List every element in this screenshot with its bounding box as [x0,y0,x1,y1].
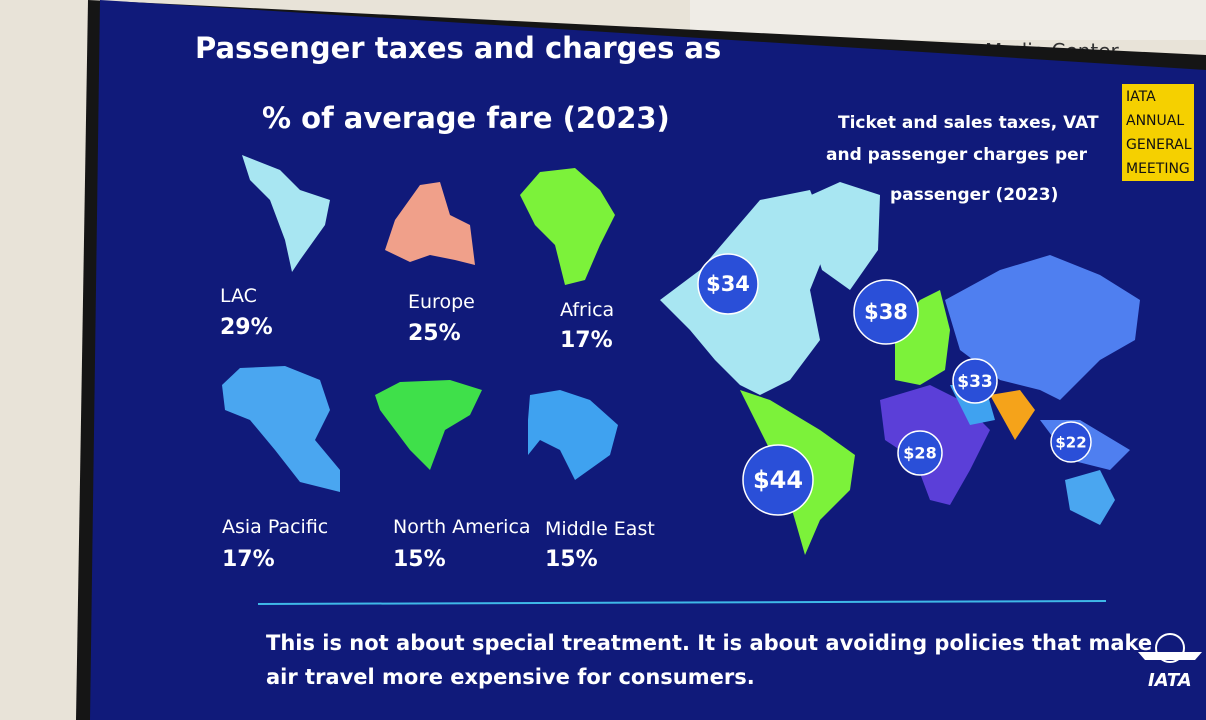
region-labels: LAC 29% Europe 25% Africa 17% Asia Pacif… [220,285,655,572]
slide [90,0,1206,720]
bubble-label: $28 [903,444,936,463]
badge-line: IATA [1126,89,1156,105]
bubble-label: $33 [957,372,993,392]
region-name: North America [393,516,531,538]
divider [257,600,1107,605]
bubbles: $34 $38 $33 $44 $28 $22 [697,253,1092,516]
footer-line: air travel more expensive for consumers. [266,665,755,689]
africa-shape [520,168,615,285]
logo-text: IATA [1148,670,1192,691]
region-share: 15% [393,547,446,572]
bubble [897,430,943,476]
region-share: 17% [222,547,275,572]
middle-east-shape [528,390,618,480]
badge-line: ANNUAL [1126,113,1184,129]
region-share: 17% [560,328,613,353]
title-line: Passenger taxes and charges as [195,31,721,65]
map-title-line: passenger (2023) [890,185,1058,205]
region-share: 25% [408,321,461,346]
badge-line: MEETING [1126,161,1190,177]
north-america-shape [375,380,482,470]
bubble [853,279,919,345]
bubble [742,444,814,516]
bubble [952,358,998,404]
region-name: Middle East [545,518,655,540]
wall-panel [690,0,1206,40]
asia-pacific-shape [222,366,340,492]
map-title: Ticket and sales taxes, VAT and passenge… [826,113,1099,205]
world-map [660,182,1140,555]
badge-bg [1122,84,1194,181]
iata-logo: IATA [1138,633,1202,691]
bubble [1050,421,1092,463]
map-title-line: and passenger charges per [826,145,1088,165]
map-title-line: Ticket and sales taxes, VAT [838,113,1099,133]
title-line: % of average fare (2023) [262,101,670,135]
region-name: Europe [408,291,475,313]
europe-shape [385,182,475,265]
footer-line: This is not about special treatment. It … [266,631,1152,655]
agm-badge: IATA ANNUAL GENERAL MEETING [1122,84,1194,181]
bubble-label: $38 [864,300,908,324]
region-name: Asia Pacific [222,516,328,538]
bubble-label: $44 [753,466,803,494]
region-share: 15% [545,547,598,572]
bubble [697,253,759,315]
badge-line: GENERAL [1126,137,1192,153]
bubble-label: $22 [1055,434,1086,452]
region-share: 29% [220,315,273,340]
region-name: LAC [220,285,257,307]
lac-shape [242,155,330,272]
region-name: Africa [560,299,614,321]
bubble-label: $34 [706,272,750,296]
